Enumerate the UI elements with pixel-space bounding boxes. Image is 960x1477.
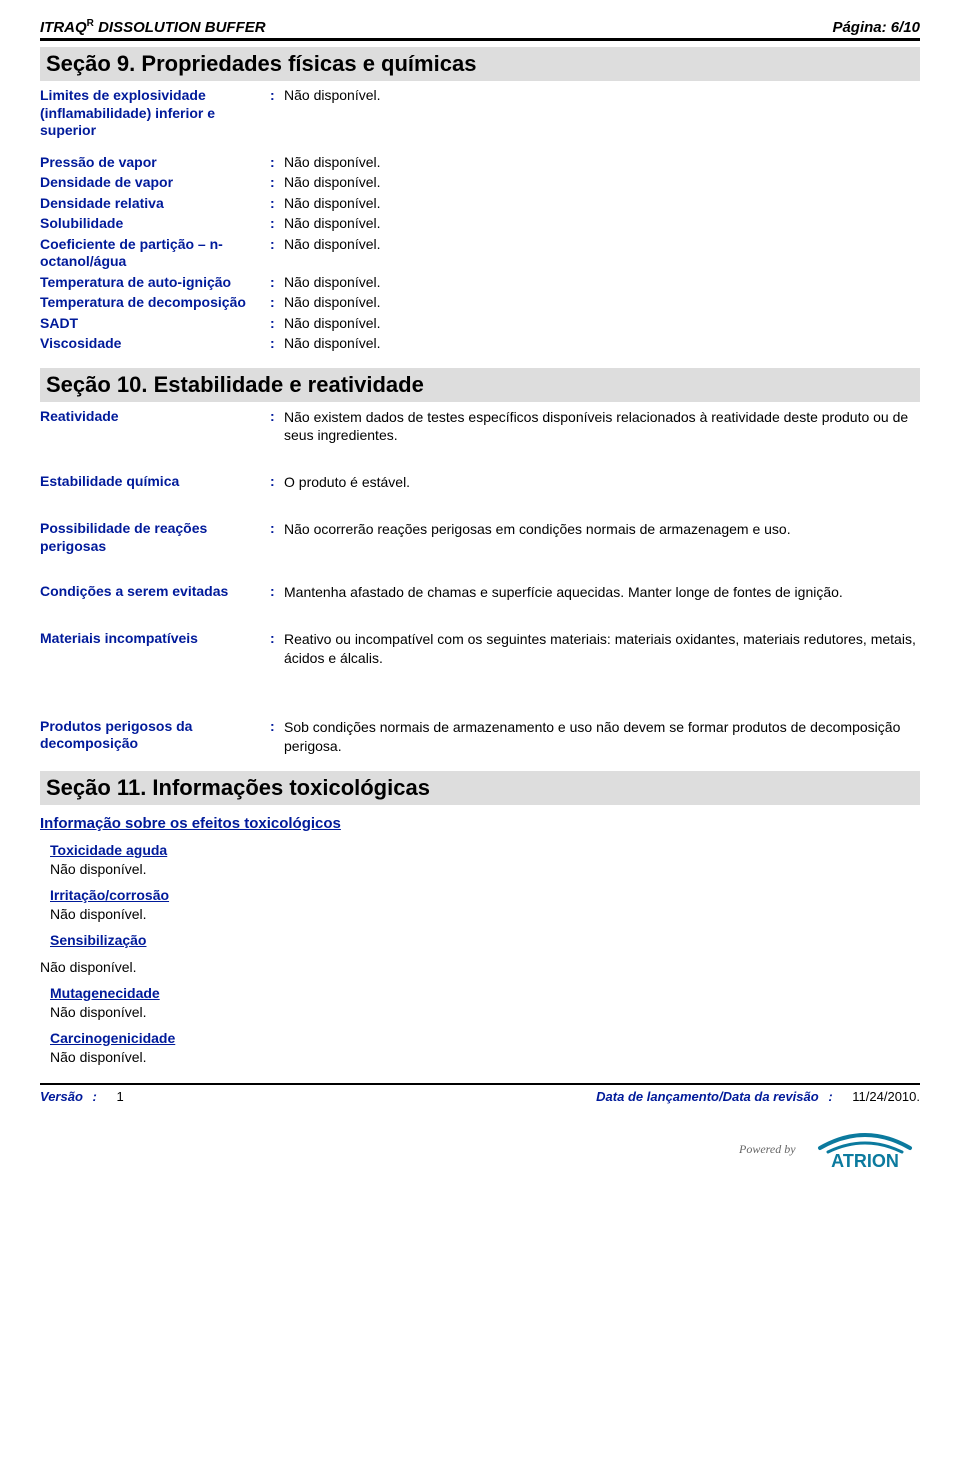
prop-label: Produtos perigosos da decomposição	[40, 718, 270, 753]
colon: :	[270, 195, 284, 213]
footer-version: Versão : 1	[40, 1089, 124, 1104]
tox-item-label: Mutagenecidade	[40, 985, 920, 1001]
colon: :	[270, 583, 284, 601]
prop-row: Coeficiente de partição – n-octanol/água…	[40, 236, 920, 271]
prop-row: Condições a serem evitadas : Mantenha af…	[40, 583, 920, 602]
prop-value: Não disponível.	[284, 87, 920, 105]
prop-value: Mantenha afastado de chamas e superfície…	[284, 583, 920, 602]
svg-text:ATRION: ATRION	[831, 1151, 899, 1170]
colon: :	[270, 294, 284, 312]
colon: :	[270, 718, 284, 736]
prop-label: Estabilidade química	[40, 473, 270, 491]
section-10-heading: Seção 10. Estabilidade e reatividade	[40, 368, 920, 402]
prop-value: Não ocorrerão reações perigosas em condi…	[284, 520, 920, 539]
prop-value: Reativo ou incompatível com os seguintes…	[284, 630, 920, 668]
prop-label: Limites de explosividade (inflamabilidad…	[40, 87, 270, 140]
colon: :	[270, 274, 284, 292]
prop-row: Temperatura de decomposição : Não dispon…	[40, 294, 920, 312]
section-9-heading: Seção 9. Propriedades físicas e químicas	[40, 47, 920, 81]
prop-row: Temperatura de auto-ignição : Não dispon…	[40, 274, 920, 292]
tox-item-value: Não disponível.	[40, 906, 920, 922]
tox-item-value: Não disponível.	[40, 1049, 920, 1065]
prop-label: Viscosidade	[40, 335, 270, 353]
prop-label: Solubilidade	[40, 215, 270, 233]
prop-label: Possibilidade de reações perigosas	[40, 520, 270, 555]
prop-row: Viscosidade : Não disponível.	[40, 335, 920, 353]
prop-value: Não disponível.	[284, 315, 920, 333]
header-title-post: DISSOLUTION BUFFER	[94, 19, 266, 36]
colon: :	[270, 87, 284, 105]
tox-item-value: Não disponível.	[40, 1004, 920, 1020]
prop-row: Pressão de vapor : Não disponível.	[40, 154, 920, 172]
prop-label: Coeficiente de partição – n-octanol/água	[40, 236, 270, 271]
prop-value: Sob condições normais de armazenamento e…	[284, 718, 920, 756]
atrion-logo-icon: ATRION	[810, 1130, 920, 1170]
prop-row: Densidade de vapor : Não disponível.	[40, 174, 920, 192]
prop-row: Estabilidade química : O produto é estáv…	[40, 473, 920, 492]
prop-label: SADT	[40, 315, 270, 333]
prop-label: Condições a serem evitadas	[40, 583, 270, 601]
tox-item-value: Não disponível.	[40, 959, 920, 975]
section-11-heading: Seção 11. Informações toxicológicas	[40, 771, 920, 805]
prop-value: Não disponível.	[284, 274, 920, 292]
prop-label: Temperatura de decomposição	[40, 294, 270, 312]
colon: :	[270, 174, 284, 192]
prop-row: SADT : Não disponível.	[40, 315, 920, 333]
prop-row: Densidade relativa : Não disponível.	[40, 195, 920, 213]
tox-item-label: Toxicidade aguda	[40, 842, 920, 858]
prop-value: Não disponível.	[284, 195, 920, 213]
powered-by: Powered by ATRION	[40, 1130, 920, 1170]
header-title: ITRAQR DISSOLUTION BUFFER	[40, 18, 266, 36]
prop-row: Possibilidade de reações perigosas : Não…	[40, 520, 920, 555]
footer-date-label: Data de lançamento/Data da revisão	[596, 1089, 819, 1104]
tox-item-label: Carcinogenicidade	[40, 1030, 920, 1046]
footer-version-label: Versão	[40, 1089, 83, 1104]
prop-row: Produtos perigosos da decomposição : Sob…	[40, 718, 920, 756]
colon: :	[270, 335, 284, 353]
colon: :	[270, 154, 284, 172]
tox-item-value: Não disponível.	[40, 861, 920, 877]
prop-value: Não disponível.	[284, 154, 920, 172]
tox-item-label: Irritação/corrosão	[40, 887, 920, 903]
colon: :	[270, 236, 284, 254]
prop-row: Solubilidade : Não disponível.	[40, 215, 920, 233]
colon: :	[270, 473, 284, 491]
colon: :	[270, 520, 284, 538]
header-title-pre: ITRAQ	[40, 19, 87, 36]
document-footer: Versão : 1 Data de lançamento/Data da re…	[40, 1083, 920, 1104]
prop-label: Densidade de vapor	[40, 174, 270, 192]
header-rule	[40, 38, 920, 41]
tox-item-label: Sensibilização	[40, 932, 920, 948]
prop-label: Materiais incompatíveis	[40, 630, 270, 648]
colon: :	[270, 315, 284, 333]
document-header: ITRAQR DISSOLUTION BUFFER Página: 6/10	[40, 18, 920, 36]
prop-value: Não existem dados de testes específicos …	[284, 408, 920, 446]
colon: :	[270, 408, 284, 426]
prop-label: Densidade relativa	[40, 195, 270, 213]
tox-info-heading: Informação sobre os efeitos toxicológico…	[40, 815, 920, 832]
prop-label: Pressão de vapor	[40, 154, 270, 172]
footer-version-value: 1	[106, 1089, 123, 1104]
prop-value: O produto é estável.	[284, 473, 920, 492]
colon: :	[270, 215, 284, 233]
prop-value: Não disponível.	[284, 215, 920, 233]
prop-row: Materiais incompatíveis : Reativo ou inc…	[40, 630, 920, 668]
prop-value: Não disponível.	[284, 294, 920, 312]
prop-value: Não disponível.	[284, 236, 920, 254]
powered-by-label: Powered by	[739, 1142, 796, 1156]
footer-date: Data de lançamento/Data da revisão : 11/…	[596, 1089, 920, 1104]
prop-label: Reatividade	[40, 408, 270, 426]
prop-row: Reatividade : Não existem dados de teste…	[40, 408, 920, 446]
colon: :	[270, 630, 284, 648]
prop-label: Temperatura de auto-ignição	[40, 274, 270, 292]
prop-value: Não disponível.	[284, 174, 920, 192]
footer-date-value: 11/24/2010.	[842, 1089, 920, 1104]
header-title-sup: R	[87, 18, 94, 29]
prop-value: Não disponível.	[284, 335, 920, 353]
header-page-number: Página: 6/10	[832, 19, 920, 36]
prop-row: Limites de explosividade (inflamabilidad…	[40, 87, 920, 140]
